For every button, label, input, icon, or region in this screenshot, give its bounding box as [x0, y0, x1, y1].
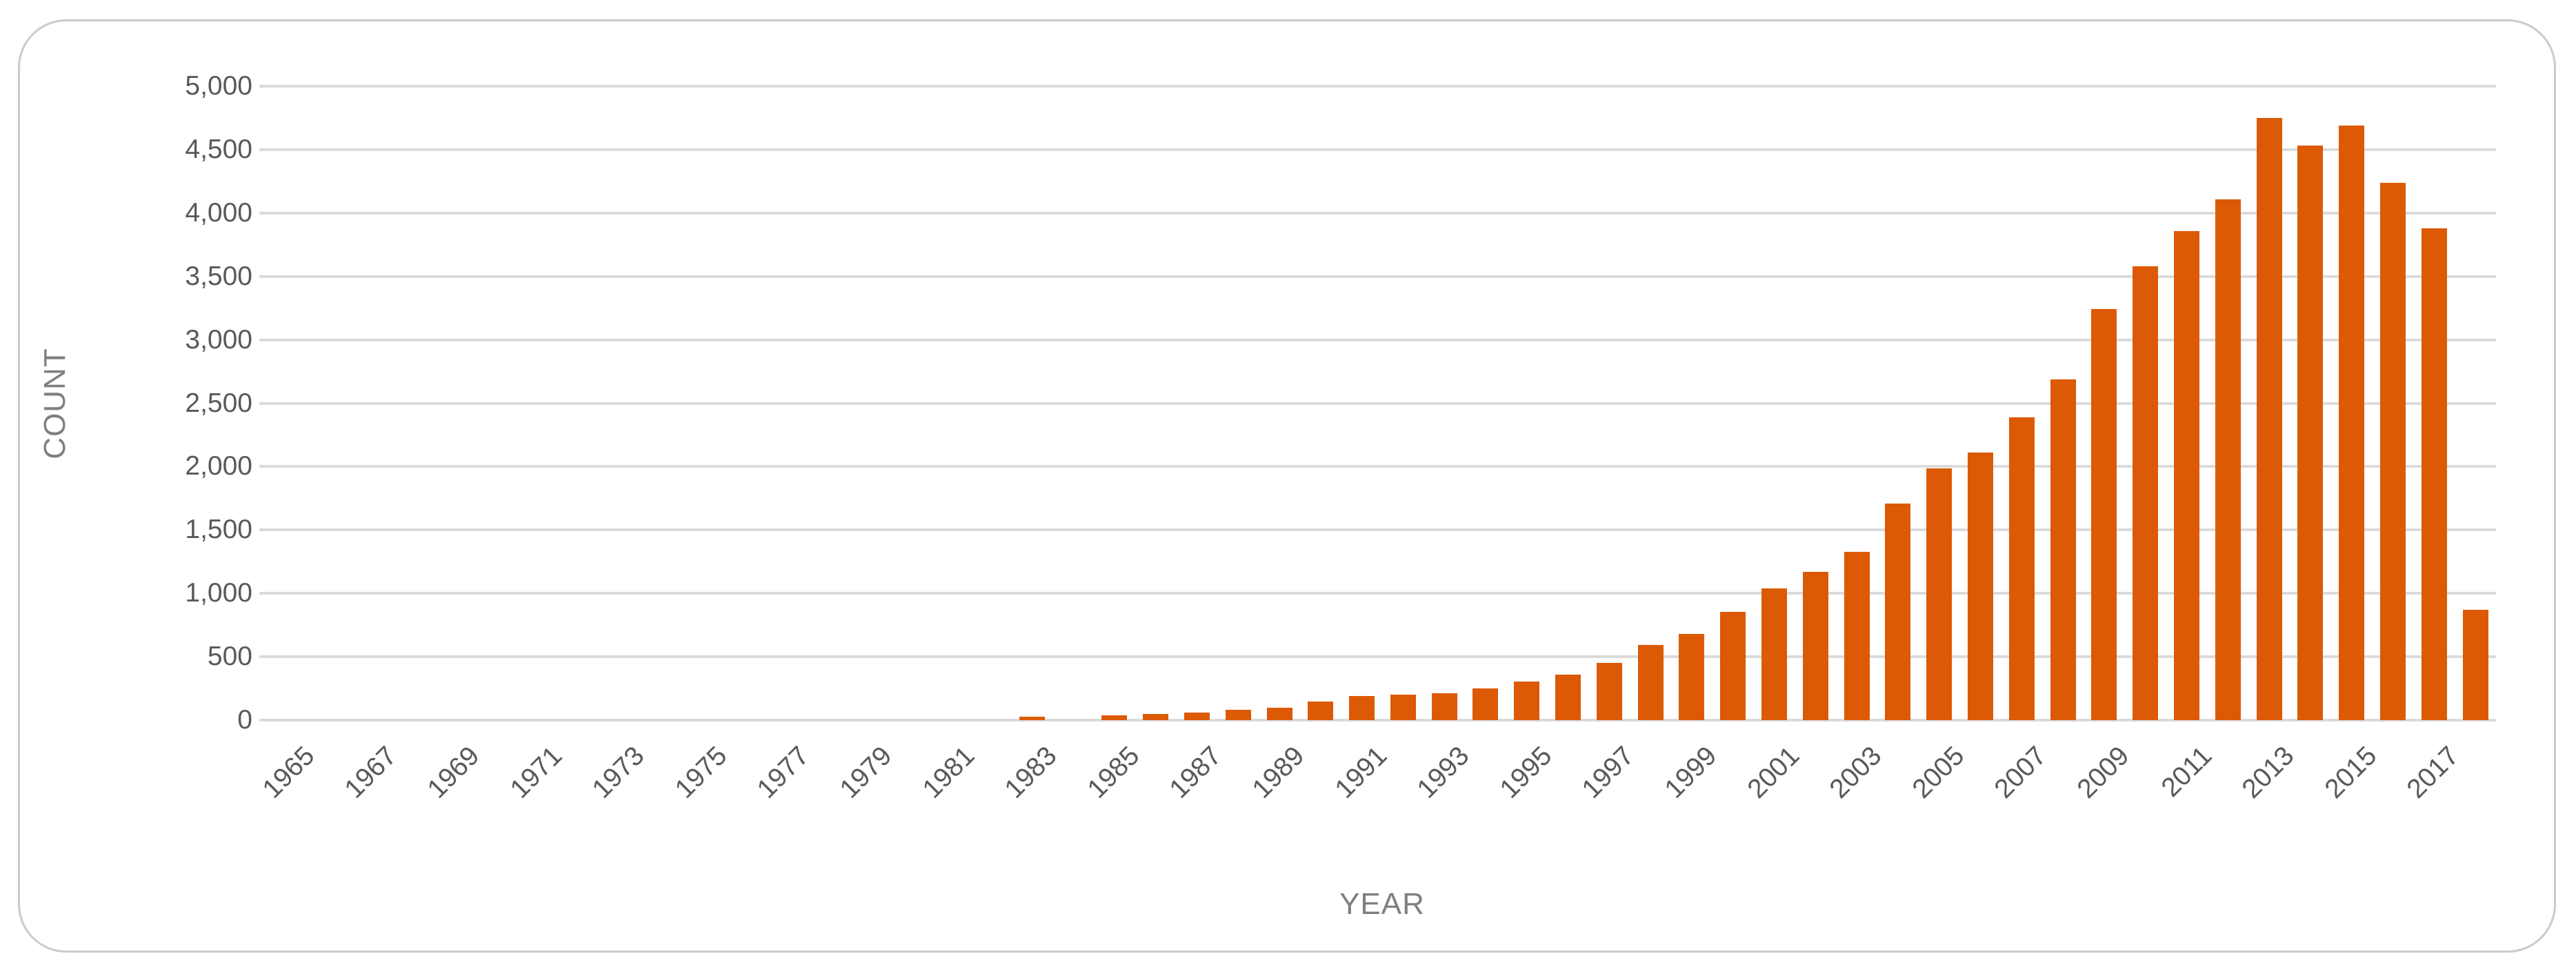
bar-2009 — [2091, 309, 2117, 720]
x-tick-label-1997: 1997 — [1577, 741, 1640, 804]
gridline-500 — [269, 655, 2496, 659]
bar-2001 — [1761, 588, 1788, 720]
x-tick-label-1991: 1991 — [1329, 741, 1392, 804]
bar-1992 — [1390, 695, 1416, 720]
y-tick-label: 0 — [237, 705, 252, 735]
bar-2016 — [2380, 182, 2406, 720]
y-tick-mark — [259, 655, 270, 659]
bar-1985 — [1101, 715, 1128, 720]
gridline-3,500 — [269, 275, 2496, 278]
gridline-3,000 — [269, 338, 2496, 341]
y-tick-mark — [259, 85, 270, 88]
bar-2004 — [1885, 503, 1911, 720]
gridline-4,500 — [269, 148, 2496, 151]
x-tick-label-1979: 1979 — [834, 741, 898, 804]
bar-2014 — [2297, 146, 2324, 720]
x-tick-label-2015: 2015 — [2319, 741, 2383, 804]
x-tick-label-1981: 1981 — [917, 741, 981, 804]
y-tick-label: 3,500 — [185, 261, 252, 291]
x-tick-label-2007: 2007 — [1988, 741, 2053, 804]
y-tick-label: 2,500 — [185, 388, 252, 418]
x-axis-title: YEAR — [1339, 887, 1425, 921]
bar-2010 — [2133, 266, 2159, 720]
x-tick-label-2001: 2001 — [1741, 741, 1805, 804]
bar-2018 — [2462, 610, 2488, 720]
gridline-0 — [269, 719, 2496, 722]
bar-1996 — [1555, 675, 1581, 720]
y-tick-mark — [259, 338, 270, 341]
bar-2000 — [1720, 612, 1746, 720]
x-tick-label-1967: 1967 — [339, 741, 403, 804]
y-tick-label: 4,000 — [185, 197, 252, 228]
y-tick-label: 4,500 — [185, 134, 252, 164]
x-tick-label-2011: 2011 — [2155, 741, 2217, 803]
y-tick-label: 1,000 — [185, 578, 252, 608]
x-tick-label-1975: 1975 — [669, 741, 733, 804]
gridline-4,000 — [269, 211, 2496, 215]
bar-1983 — [1019, 717, 1045, 720]
x-tick-label-1999: 1999 — [1659, 741, 1723, 804]
gridline-2,500 — [269, 401, 2496, 405]
bar-2002 — [1802, 571, 1828, 720]
x-tick-label-1987: 1987 — [1164, 741, 1228, 804]
y-tick-mark — [259, 401, 270, 405]
x-tick-label-1983: 1983 — [999, 741, 1063, 804]
x-tick-label-1977: 1977 — [752, 741, 815, 804]
y-tick-mark — [259, 148, 270, 151]
bar-2017 — [2421, 228, 2447, 720]
y-tick-mark — [259, 275, 270, 278]
bar-1990 — [1308, 701, 1334, 720]
x-tick-label-2005: 2005 — [1906, 741, 1970, 804]
x-tick-label-1973: 1973 — [586, 741, 650, 804]
y-tick-mark — [259, 592, 270, 595]
y-tick-label: 3,000 — [185, 324, 252, 355]
gridline-1,500 — [269, 528, 2496, 532]
bar-2005 — [1926, 468, 1953, 720]
bar-1989 — [1266, 707, 1292, 720]
x-tick-label-2017: 2017 — [2401, 741, 2465, 804]
bar-1999 — [1679, 634, 1705, 720]
bar-2012 — [2215, 199, 2241, 720]
x-tick-label-1965: 1965 — [257, 741, 321, 804]
bar-1987 — [1184, 712, 1210, 720]
bar-2006 — [1968, 453, 1994, 720]
bar-1993 — [1431, 693, 1457, 720]
bar-2013 — [2256, 117, 2282, 720]
x-tick-label-2013: 2013 — [2236, 741, 2300, 804]
x-tick-label-1993: 1993 — [1411, 741, 1475, 804]
x-tick-label-1969: 1969 — [421, 741, 486, 804]
gridline-5,000 — [269, 85, 2496, 88]
y-tick-label: 2,000 — [185, 451, 252, 481]
x-tick-label-2003: 2003 — [1824, 741, 1888, 804]
y-tick-label: 500 — [207, 642, 252, 672]
x-tick-label-1985: 1985 — [1081, 741, 1146, 804]
bar-1998 — [1637, 644, 1664, 720]
bar-2008 — [2050, 379, 2076, 720]
bar-1986 — [1143, 713, 1169, 720]
bar-1991 — [1349, 696, 1375, 720]
bar-2007 — [2008, 417, 2035, 720]
bar-2015 — [2339, 125, 2365, 720]
gridline-1,000 — [269, 592, 2496, 595]
bar-2003 — [1844, 551, 1870, 720]
y-tick-mark — [259, 465, 270, 468]
bar-1995 — [1514, 681, 1540, 720]
bar-1994 — [1472, 688, 1499, 720]
x-tick-label-2009: 2009 — [2071, 741, 2135, 804]
y-tick-mark — [259, 528, 270, 532]
bar-1997 — [1596, 662, 1622, 720]
y-tick-label: 5,000 — [185, 71, 252, 101]
y-tick-mark — [259, 719, 270, 722]
x-tick-label-1989: 1989 — [1246, 741, 1310, 804]
bar-1988 — [1225, 710, 1251, 720]
gridline-2,000 — [269, 465, 2496, 468]
x-tick-label-1995: 1995 — [1494, 741, 1558, 804]
y-axis-title: COUNT — [38, 348, 72, 459]
x-tick-label-1971: 1971 — [504, 741, 568, 804]
y-tick-label: 1,500 — [185, 515, 252, 545]
bar-2011 — [2174, 230, 2200, 720]
y-tick-mark — [259, 211, 270, 215]
